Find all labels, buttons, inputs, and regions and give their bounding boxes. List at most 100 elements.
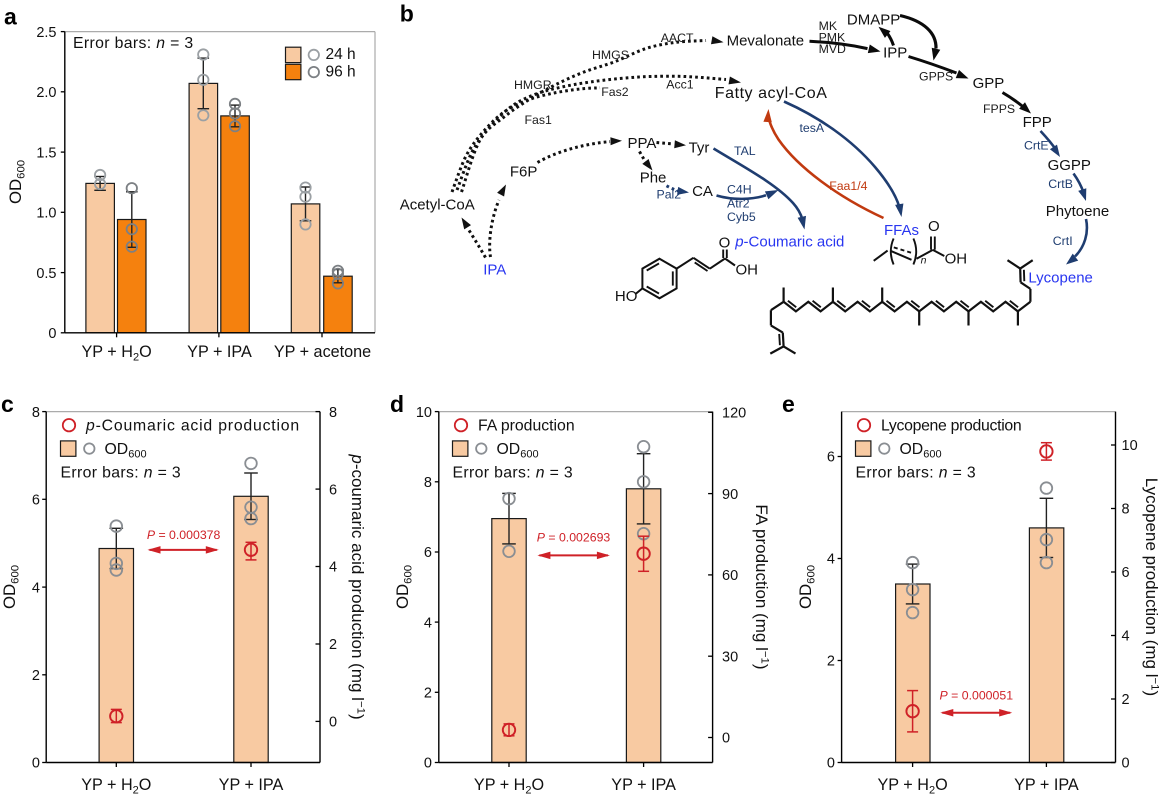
svg-text:Error bars: n = 3: Error bars: n = 3 <box>73 35 194 52</box>
svg-text:1.5: 1.5 <box>36 145 56 161</box>
svg-text:OH: OH <box>945 250 968 267</box>
svg-text:YP + IPA: YP + IPA <box>611 776 676 794</box>
svg-text:YP + IPA: YP + IPA <box>219 776 284 794</box>
svg-text:2: 2 <box>827 654 835 670</box>
svg-text:YP + IPA: YP + IPA <box>187 343 252 361</box>
svg-text:PPA: PPA <box>628 135 657 152</box>
svg-text:2.5: 2.5 <box>36 25 56 41</box>
svg-text:4: 4 <box>827 552 835 568</box>
svg-text:Fas1: Fas1 <box>525 113 552 127</box>
svg-text:4: 4 <box>32 580 40 596</box>
svg-text:Error bars: n = 3: Error bars: n = 3 <box>453 464 574 481</box>
svg-text:HO: HO <box>615 288 638 305</box>
svg-text:GGPP: GGPP <box>1048 157 1091 174</box>
svg-text:c: c <box>1 391 14 417</box>
svg-text:30: 30 <box>722 649 738 665</box>
svg-text:YP + acetone: YP + acetone <box>274 343 371 361</box>
svg-text:120: 120 <box>722 406 746 422</box>
svg-text:90: 90 <box>722 487 738 503</box>
svg-text:YP + H2O: YP + H2O <box>474 776 544 797</box>
svg-text:Lycopene production: Lycopene production <box>881 418 1021 435</box>
svg-text:IPA: IPA <box>483 261 506 278</box>
svg-text:p-coumaric acid production (mg: p-coumaric acid production (mg l−1) <box>348 453 367 719</box>
svg-text:6: 6 <box>32 493 40 509</box>
svg-text:FFAs: FFAs <box>884 222 919 239</box>
svg-text:0: 0 <box>329 715 337 731</box>
svg-text:6: 6 <box>1122 565 1130 581</box>
svg-text:YP + IPA: YP + IPA <box>1014 776 1079 794</box>
svg-text:Faa1/4: Faa1/4 <box>829 179 867 193</box>
svg-text:YP + H2O: YP + H2O <box>878 776 948 797</box>
svg-text:YP + H2O: YP + H2O <box>81 776 151 797</box>
svg-text:CrtI: CrtI <box>1053 234 1073 248</box>
svg-text:0: 0 <box>1122 756 1130 772</box>
svg-text:60: 60 <box>722 568 738 584</box>
svg-text:0: 0 <box>424 756 432 772</box>
svg-text:Atr2: Atr2 <box>727 196 750 210</box>
svg-text:6: 6 <box>827 450 835 466</box>
svg-text:Error bars: n = 3: Error bars: n = 3 <box>856 464 977 481</box>
svg-text:Cyb5: Cyb5 <box>727 210 756 224</box>
svg-text:6: 6 <box>329 482 337 498</box>
svg-text:Tyr: Tyr <box>689 139 710 156</box>
svg-text:8: 8 <box>32 405 40 421</box>
svg-text:DMAPP: DMAPP <box>847 11 900 28</box>
svg-text:CA: CA <box>692 183 713 200</box>
svg-text:2: 2 <box>424 686 432 702</box>
svg-text:FPP: FPP <box>1023 114 1052 131</box>
svg-text:b: b <box>400 1 414 27</box>
svg-text:YP + H2O: YP + H2O <box>82 343 152 364</box>
svg-text:Lycopene: Lycopene <box>1028 269 1093 286</box>
svg-text:IPP: IPP <box>883 44 907 61</box>
svg-text:Fas2: Fas2 <box>601 85 628 99</box>
svg-text:P = 0.002693: P = 0.002693 <box>537 531 611 545</box>
svg-text:0: 0 <box>32 756 40 772</box>
svg-text:p-Coumaric acid: p-Coumaric acid <box>734 233 844 250</box>
svg-text:24 h: 24 h <box>326 46 356 63</box>
svg-text:HMGR: HMGR <box>514 78 552 92</box>
svg-text:2: 2 <box>1122 692 1130 708</box>
svg-text:GPP: GPP <box>973 75 1005 92</box>
svg-text:p-Coumaric acid production: p-Coumaric acid production <box>85 418 300 435</box>
svg-text:Acetyl-CoA: Acetyl-CoA <box>400 197 475 214</box>
svg-text:CrtE: CrtE <box>1024 139 1049 153</box>
svg-text:d: d <box>390 391 404 417</box>
svg-text:P = 0.000378: P = 0.000378 <box>147 528 221 542</box>
svg-text:8: 8 <box>329 405 337 421</box>
svg-text:2.0: 2.0 <box>36 85 56 101</box>
svg-text:Pal2: Pal2 <box>657 187 682 201</box>
svg-text:TAL: TAL <box>734 144 756 158</box>
svg-text:6: 6 <box>424 545 432 561</box>
svg-text:0.5: 0.5 <box>36 266 56 282</box>
svg-text:8: 8 <box>424 475 432 491</box>
svg-text:Lycopene production (mg l−1): Lycopene production (mg l−1) <box>1142 478 1161 696</box>
svg-text:HMGS: HMGS <box>592 48 629 62</box>
svg-text:0: 0 <box>827 756 835 772</box>
svg-text:4: 4 <box>1122 629 1130 645</box>
svg-text:AACT: AACT <box>661 31 694 45</box>
svg-text:Acc1: Acc1 <box>666 78 693 92</box>
svg-text:P = 0.000051: P = 0.000051 <box>940 688 1014 702</box>
svg-text:8: 8 <box>1122 502 1130 518</box>
svg-text:4: 4 <box>329 560 337 576</box>
svg-text:MVD: MVD <box>819 42 846 56</box>
svg-text:10: 10 <box>1122 438 1138 454</box>
svg-text:GPPS: GPPS <box>919 69 953 83</box>
svg-text:10: 10 <box>416 405 432 421</box>
svg-text:Phe: Phe <box>640 170 667 187</box>
svg-text:96 h: 96 h <box>326 63 356 80</box>
svg-text:Mevalonate: Mevalonate <box>727 33 805 50</box>
svg-text:2: 2 <box>32 668 40 684</box>
svg-text:FPPS: FPPS <box>983 102 1015 116</box>
svg-text:0: 0 <box>48 326 56 342</box>
svg-text:0: 0 <box>722 731 730 747</box>
svg-text:FA production: FA production <box>478 418 575 435</box>
svg-text:CrtB: CrtB <box>1048 177 1073 191</box>
svg-text:OH: OH <box>736 261 759 278</box>
svg-text:2: 2 <box>329 637 337 653</box>
svg-text:F6P: F6P <box>510 163 538 180</box>
svg-text:Error bars: n = 3: Error bars: n = 3 <box>61 464 182 481</box>
svg-text:Fatty acyl-CoA: Fatty acyl-CoA <box>715 85 828 102</box>
svg-text:FA production (mg l−1): FA production (mg l−1) <box>752 504 771 669</box>
svg-text:a: a <box>4 4 17 30</box>
